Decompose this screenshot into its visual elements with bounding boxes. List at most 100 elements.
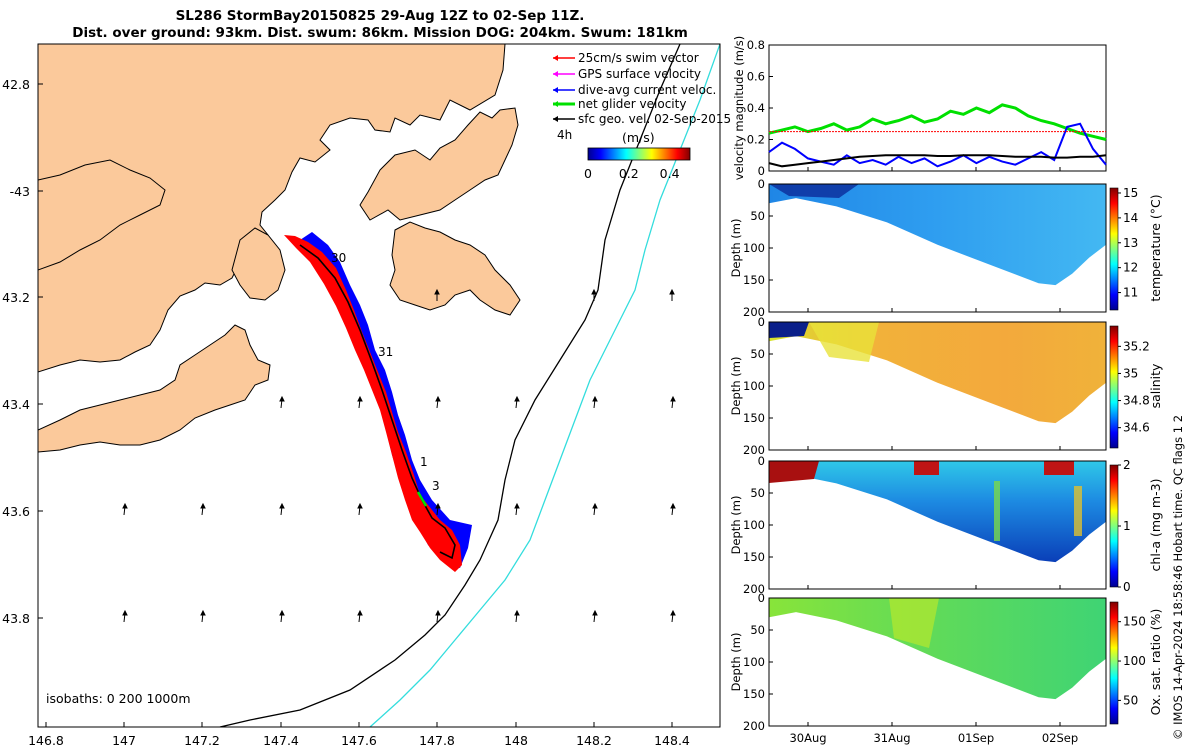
colorbar-tick-label: 34.6 bbox=[1123, 421, 1150, 435]
depth-tick-label: 50 bbox=[750, 486, 765, 500]
colorbar-tick-label: 100 bbox=[1123, 654, 1146, 668]
map-y-tick-label: -43 bbox=[10, 184, 30, 199]
depth-axis-label: Depth (m) bbox=[729, 496, 743, 555]
section-colorbar bbox=[1109, 187, 1119, 311]
section-panel-1: 0 50 100 150 200 Depth (m) 11 12 13 14 15 temperatu… bbox=[729, 177, 1163, 319]
section-colorbar bbox=[1109, 325, 1119, 449]
depth-tick-label: 150 bbox=[743, 411, 765, 425]
map-legend: 25cm/s swim vector GPS surface velocity di… bbox=[553, 51, 731, 126]
section-colorbar bbox=[1109, 601, 1119, 725]
glider-track bbox=[284, 235, 462, 572]
depth-tick-label: 0 bbox=[758, 315, 765, 329]
depth-axis-label: Depth (m) bbox=[729, 219, 743, 278]
chart-title-line2: Dist. over ground: 93km. Dist. swum: 86k… bbox=[72, 25, 688, 41]
map-panel: 30 31 1 3 isobaths: 0 200 1000m bbox=[38, 44, 720, 727]
colorbar-tick-label: 35.2 bbox=[1123, 339, 1150, 353]
velocity-y-tick-label: 0.2 bbox=[747, 133, 765, 147]
map-x-tick-label: 146.8 bbox=[28, 733, 64, 748]
depth-tick-label: 200 bbox=[743, 443, 765, 457]
section-panel-2: 0 50 100 150 200 Depth (m) 34.6 34.8 35 35.2 salin… bbox=[729, 315, 1163, 457]
depth-axis-label: Depth (m) bbox=[729, 357, 743, 416]
time-axis: 30Aug 31Aug 01Sep 02Sep bbox=[789, 167, 1078, 745]
depth-tick-label: 100 bbox=[743, 655, 765, 669]
isobath-1000 bbox=[369, 44, 720, 727]
speed-colorbar-ticks: 0 0.2 0.4 bbox=[584, 166, 680, 181]
map-x-tick-label: 148.2 bbox=[576, 733, 612, 748]
map-frame bbox=[37, 43, 721, 728]
colorbar-tick-label: 34.8 bbox=[1123, 394, 1150, 408]
map-x-tick-label: 147.8 bbox=[419, 733, 455, 748]
legend-label: GPS surface velocity bbox=[578, 67, 701, 81]
velocity-y-tick-label: 0.6 bbox=[747, 70, 765, 84]
map-y-axis: 42.8 -43 43.2 43.4 43.6 43.8 bbox=[2, 77, 43, 626]
day-label-31: 31 bbox=[378, 345, 393, 359]
glider-track-line bbox=[299, 244, 456, 560]
day-label-1: 1 bbox=[420, 455, 428, 469]
depth-tick-label: 100 bbox=[743, 518, 765, 532]
map-x-axis: 146.8 147 147.2 147.4 147.6 147.8 148 148.2 148.… bbox=[28, 722, 690, 748]
map-y-tick-label: 43.6 bbox=[2, 504, 30, 519]
legend-label: 25cm/s swim vector bbox=[578, 51, 699, 65]
depth-tick-label: 100 bbox=[743, 241, 765, 255]
map-x-tick-label: 148 bbox=[504, 733, 528, 748]
time-tick-label: 31Aug bbox=[873, 731, 910, 745]
section-colorbar bbox=[1109, 464, 1119, 588]
land-forestier bbox=[389, 221, 521, 316]
colorbar-label: temperature (°C) bbox=[1148, 194, 1163, 301]
land-cape-north bbox=[231, 227, 286, 301]
colorbar-tick-label: 150 bbox=[1123, 615, 1146, 629]
legend-label: sfc geo. vel. 02-Sep-2015 bbox=[578, 112, 731, 126]
isobath-200 bbox=[219, 44, 681, 727]
speed-colorbar bbox=[587, 147, 691, 161]
depth-tick-label: 200 bbox=[743, 582, 765, 596]
time-tick-label: 02Sep bbox=[1042, 731, 1078, 745]
geostrophic-vectors bbox=[122, 288, 676, 623]
depth-tick-label: 0 bbox=[758, 591, 765, 605]
depth-tick-label: 50 bbox=[750, 209, 765, 223]
colorbar-tick-label: 11 bbox=[1123, 286, 1138, 300]
map-x-tick-label: 148.4 bbox=[654, 733, 690, 748]
colorbar-tick-label: 15 bbox=[1123, 186, 1138, 200]
depth-axis-label: Depth (m) bbox=[729, 633, 743, 692]
section-field bbox=[769, 598, 1106, 700]
credit-text: © IMOS 14-Apr-2024 18:58:46 Hobart time.… bbox=[1171, 414, 1185, 740]
velocity-series-line bbox=[768, 154, 1107, 168]
colorbar-tick-label: 2 bbox=[1123, 458, 1131, 472]
colorbar-tick-label: 12 bbox=[1123, 261, 1138, 275]
colorbar-tick-label: 50 bbox=[1123, 693, 1138, 707]
map-y-tick-label: 43.8 bbox=[2, 611, 30, 626]
colorbar-tick-label: 14 bbox=[1123, 211, 1138, 225]
depth-tick-label: 50 bbox=[750, 623, 765, 637]
map-y-tick-label: 42.8 bbox=[2, 77, 30, 92]
time-tick-label: 01Sep bbox=[958, 731, 994, 745]
depth-tick-label: 150 bbox=[743, 273, 765, 287]
depth-tick-label: 50 bbox=[750, 347, 765, 361]
depth-tick-label: 0 bbox=[758, 177, 765, 191]
time-tick-label: 30Aug bbox=[789, 731, 826, 745]
day-label-3: 3 bbox=[432, 479, 440, 493]
colorbar-tick-label: 1 bbox=[1123, 519, 1131, 533]
depth-tick-label: 200 bbox=[743, 719, 765, 733]
velocity-ylabel: velocity magnitude (m/s) bbox=[732, 36, 746, 181]
depth-tick-label: 200 bbox=[743, 305, 765, 319]
colorbar-tick-label: 0.4 bbox=[660, 166, 680, 181]
map-x-tick-label: 147.2 bbox=[184, 733, 220, 748]
chart-title-line1: SL286 StormBay20150825 29-Aug 12Z to 02-… bbox=[175, 8, 585, 24]
colorbar-tick-label: 35 bbox=[1123, 366, 1138, 380]
depth-tick-label: 100 bbox=[743, 379, 765, 393]
colorbar-label: chl-a (mg m-3) bbox=[1148, 479, 1163, 572]
legend-label: net glider velocity bbox=[578, 97, 686, 111]
colorbar-tick-label: 0.2 bbox=[619, 166, 639, 181]
legend-4h-label: 4h bbox=[557, 128, 572, 142]
colorbar-tick-label: 13 bbox=[1123, 236, 1138, 250]
depth-tick-label: 0 bbox=[758, 454, 765, 468]
colorbar-tick-label: 0 bbox=[1123, 580, 1131, 594]
land-east-peninsula bbox=[359, 107, 519, 221]
net-velocity-segment bbox=[416, 491, 428, 507]
colorbar-unit-label: (m/s) bbox=[622, 130, 655, 145]
colorbar-label: Ox. sat. ratio (%) bbox=[1148, 609, 1163, 716]
day-label-30: 30 bbox=[331, 251, 346, 265]
